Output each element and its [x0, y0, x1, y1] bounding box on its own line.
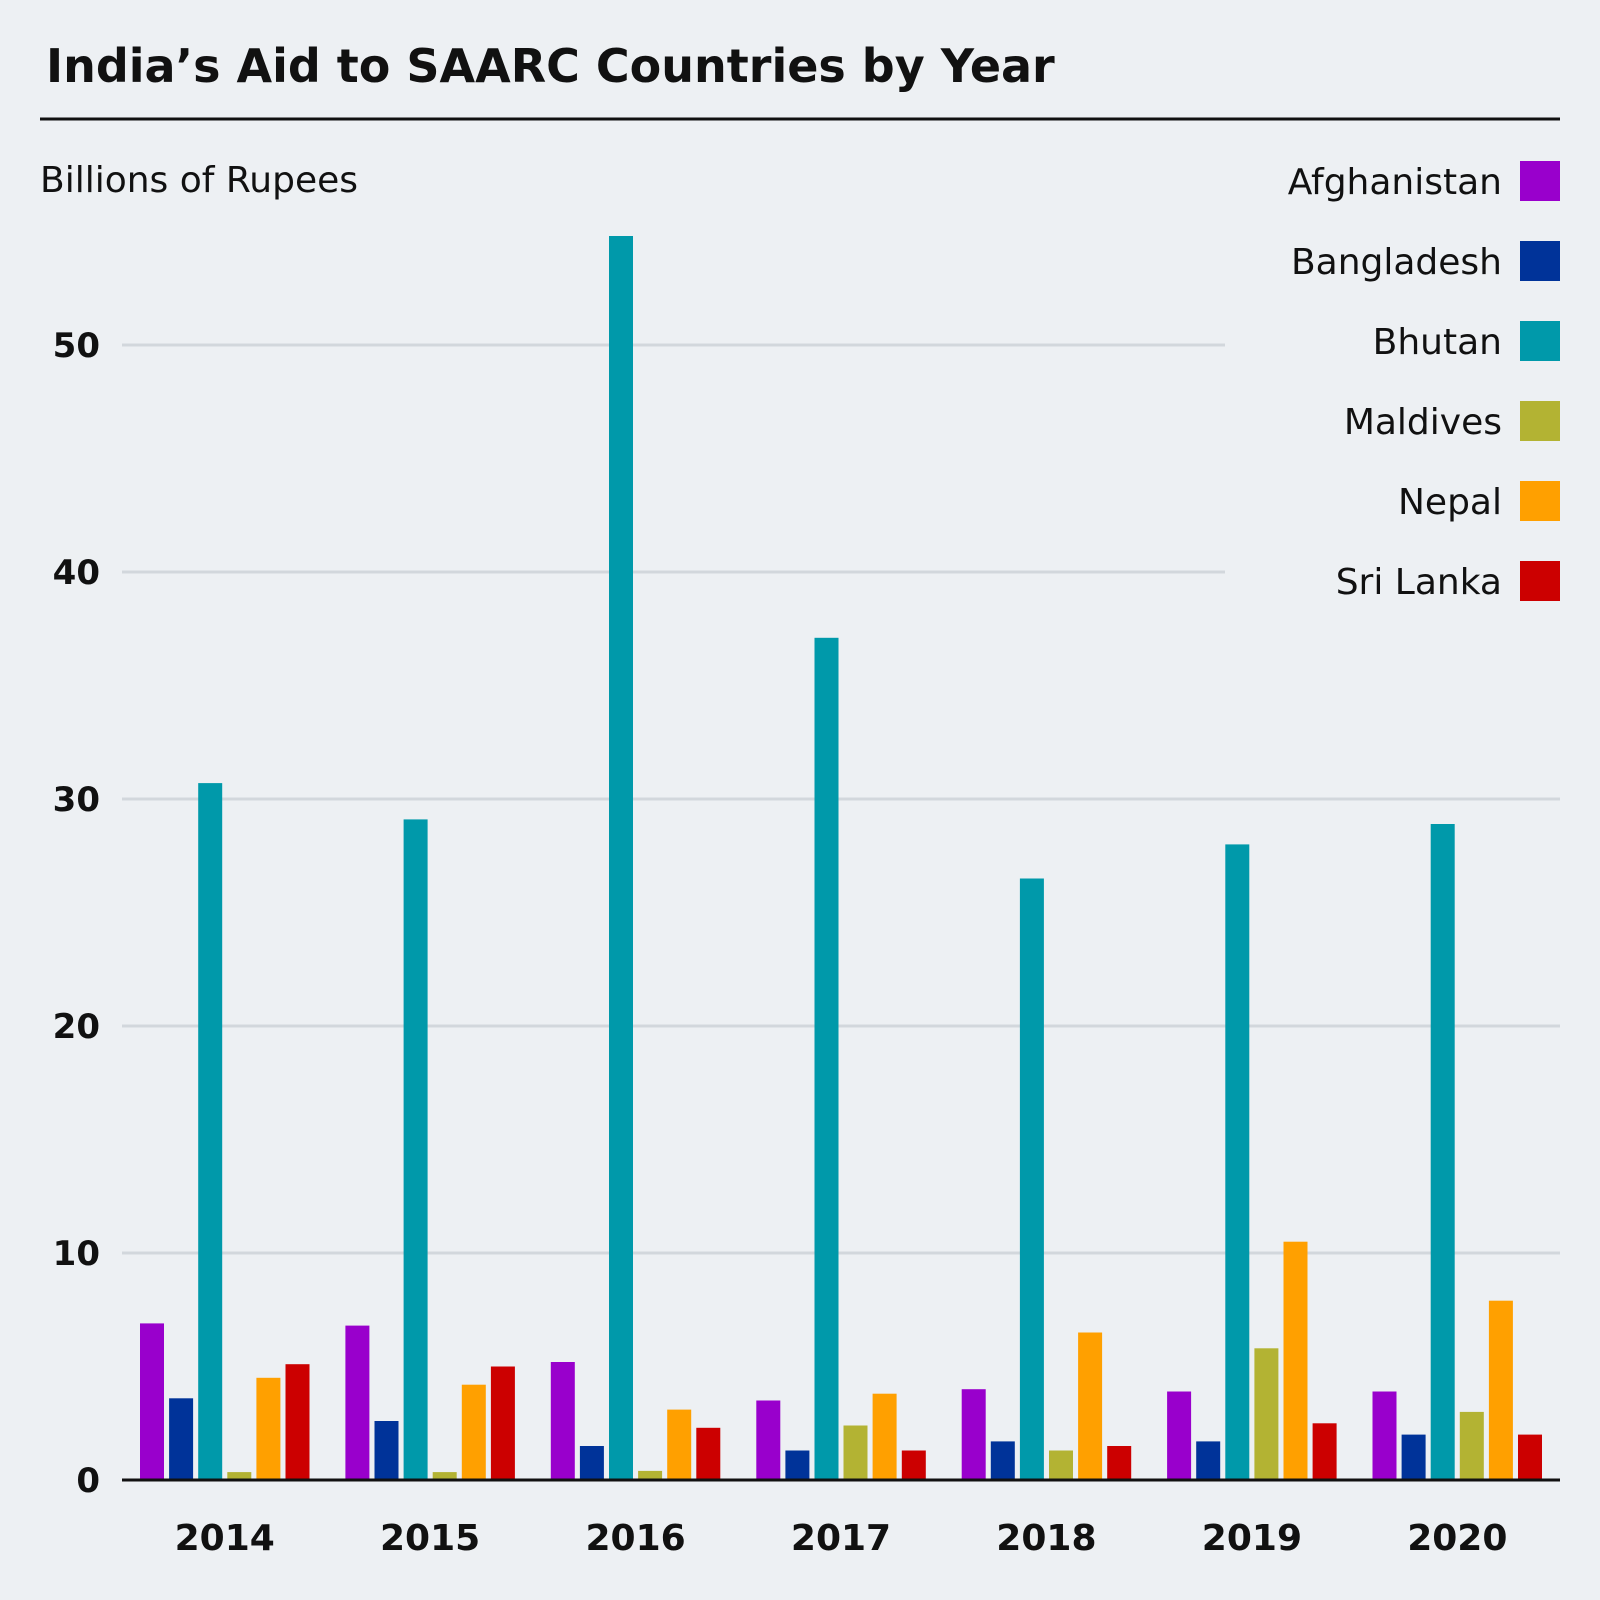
- bar-nepal-2016: [667, 1409, 692, 1480]
- bar-sri-lanka-2015: [490, 1366, 515, 1480]
- bar-bhutan-2020: [1430, 824, 1455, 1480]
- bar-bangladesh-2020: [1401, 1434, 1426, 1480]
- bar-maldives-2020: [1459, 1411, 1484, 1480]
- bar-bhutan-2019: [1225, 844, 1250, 1480]
- bar-nepal-2017: [872, 1393, 897, 1480]
- bar-bangladesh-2014: [169, 1398, 194, 1480]
- bar-bhutan-2017: [814, 637, 839, 1480]
- bar-sri-lanka-2018: [1107, 1446, 1132, 1480]
- legend-swatch-maldives: [1520, 401, 1560, 441]
- bar-sri-lanka-2014: [285, 1364, 310, 1480]
- legend-label: Afghanistan: [1288, 162, 1502, 203]
- y-tick-label: 50: [53, 326, 100, 366]
- gridlines: [122, 343, 1560, 1255]
- legend-swatch-sri-lanka: [1520, 561, 1560, 601]
- bar-maldives-2018: [1049, 1450, 1073, 1480]
- bar-afghanistan-2018: [961, 1389, 986, 1480]
- bar-bangladesh-2015: [374, 1421, 399, 1480]
- bar-nepal-2019: [1283, 1241, 1308, 1480]
- bar-afghanistan-2017: [756, 1400, 781, 1480]
- bar-sri-lanka-2020: [1518, 1434, 1542, 1480]
- x-tick-label: 2018: [996, 1518, 1096, 1559]
- bar-nepal-2020: [1488, 1300, 1513, 1480]
- y-axis-unit-label: Billions of Rupees: [40, 160, 358, 201]
- bar-bhutan-2014: [198, 783, 223, 1480]
- bar-bangladesh-2016: [579, 1446, 604, 1480]
- bar-maldives-2019: [1254, 1348, 1279, 1480]
- bar-afghanistan-2015: [345, 1325, 370, 1480]
- x-axis-ticks: 2014 2015 2016 2017 2018 2019 2020: [175, 1518, 1508, 1559]
- bar-bangladesh-2019: [1196, 1441, 1221, 1480]
- legend-label: Bhutan: [1373, 322, 1502, 363]
- y-tick-label: 20: [53, 1007, 100, 1047]
- bar-bangladesh-2018: [990, 1441, 1015, 1480]
- legend-swatch-afghanistan: [1520, 161, 1560, 201]
- legend-label: Maldives: [1344, 402, 1502, 443]
- x-tick-label: 2019: [1202, 1518, 1302, 1559]
- legend-swatch-bangladesh: [1520, 241, 1560, 281]
- y-tick-label: 30: [53, 780, 100, 820]
- bar-nepal-2014: [256, 1377, 281, 1480]
- bar-maldives-2015: [432, 1472, 457, 1480]
- legend-label: Bangladesh: [1291, 242, 1502, 283]
- legend-swatch-nepal: [1520, 481, 1560, 521]
- legend-label: Nepal: [1398, 482, 1502, 523]
- bar-afghanistan-2016: [550, 1362, 575, 1480]
- bar-nepal-2015: [461, 1384, 486, 1480]
- legend: Afghanistan Bangladesh Bhutan Maldives Nepal…: [1288, 161, 1560, 603]
- x-tick-label: 2020: [1407, 1518, 1507, 1559]
- y-axis-ticks: 0 10 20 30 40 50: [53, 326, 100, 1501]
- bar-afghanistan-2020: [1372, 1391, 1397, 1480]
- bar-nepal-2018: [1078, 1332, 1103, 1480]
- bar-sri-lanka-2019: [1312, 1423, 1337, 1481]
- bar-sri-lanka-2016: [696, 1427, 721, 1480]
- x-tick-label: 2017: [791, 1518, 891, 1559]
- legend-label: Sri Lanka: [1336, 562, 1502, 603]
- y-tick-label: 10: [53, 1234, 100, 1274]
- bar-bhutan-2016: [609, 236, 633, 1480]
- bar-bangladesh-2017: [785, 1450, 810, 1480]
- x-tick-label: 2016: [585, 1518, 685, 1559]
- bars: [140, 236, 1542, 1481]
- bar-afghanistan-2019: [1167, 1391, 1192, 1480]
- bar-bhutan-2018: [1019, 878, 1044, 1480]
- x-tick-label: 2015: [380, 1518, 480, 1559]
- y-tick-label: 0: [76, 1461, 100, 1501]
- bar-maldives-2014: [227, 1472, 252, 1480]
- bar-maldives-2017: [843, 1425, 868, 1480]
- y-tick-label: 40: [53, 553, 100, 593]
- chart-title: India’s Aid to SAARC Countries by Year: [46, 39, 1055, 93]
- bar-maldives-2016: [638, 1470, 663, 1480]
- x-tick-label: 2014: [175, 1518, 275, 1559]
- legend-swatch-bhutan: [1520, 321, 1560, 361]
- bar-afghanistan-2014: [140, 1323, 164, 1480]
- bar-bhutan-2015: [403, 819, 428, 1480]
- bar-sri-lanka-2017: [901, 1450, 926, 1480]
